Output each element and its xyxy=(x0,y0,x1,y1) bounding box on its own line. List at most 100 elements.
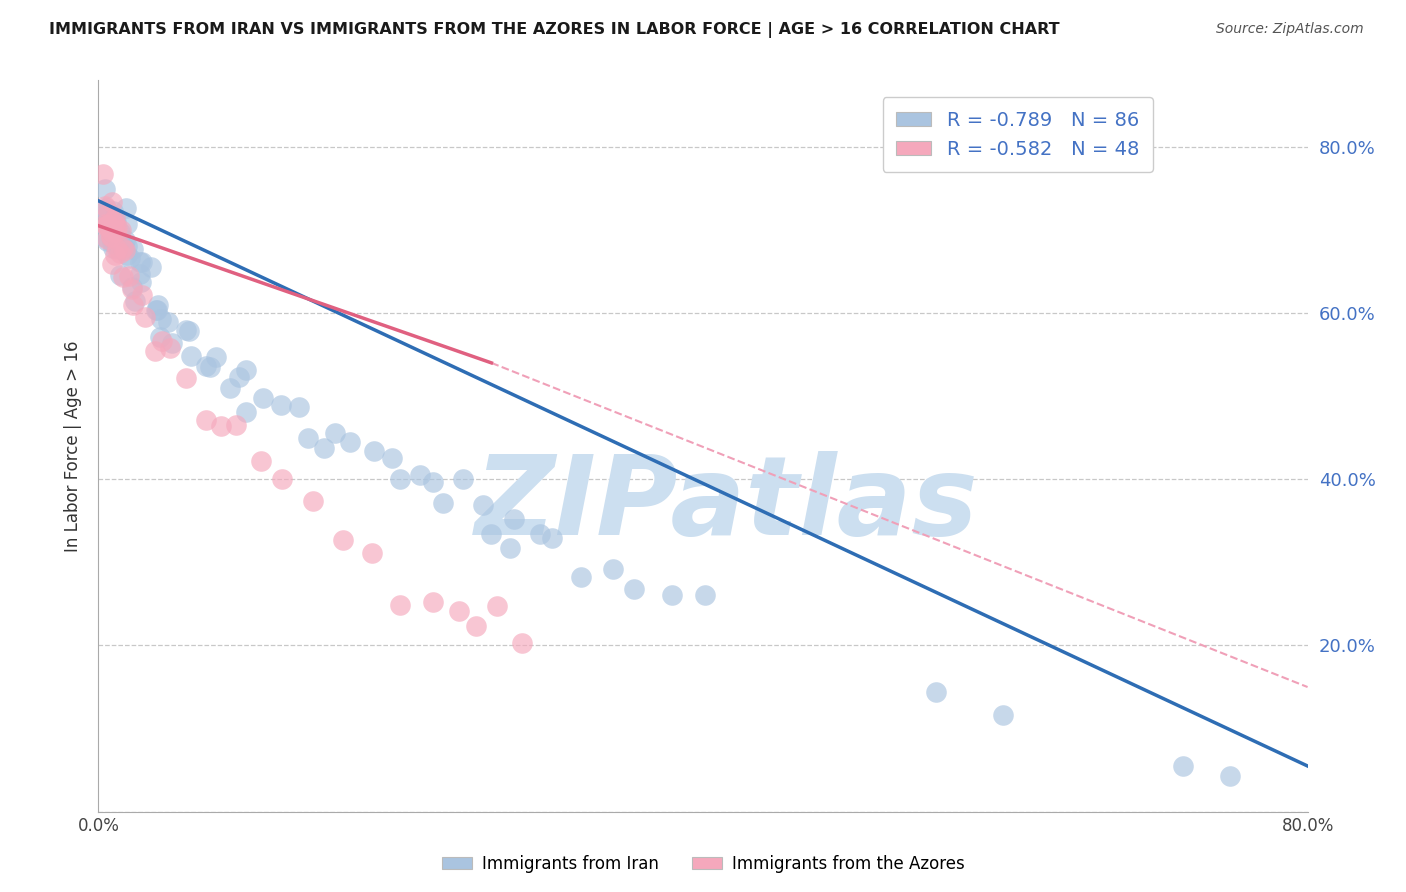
Point xyxy=(104,214,127,228)
Point xyxy=(101,257,124,271)
Point xyxy=(105,230,128,244)
Point xyxy=(104,225,127,239)
Point xyxy=(1171,759,1194,773)
Point xyxy=(150,334,173,349)
Point xyxy=(270,398,292,412)
Point xyxy=(105,221,128,235)
Point xyxy=(149,329,172,343)
Point xyxy=(98,207,121,221)
Point xyxy=(422,595,444,609)
Point xyxy=(472,498,495,512)
Point xyxy=(174,370,197,384)
Point xyxy=(991,707,1014,722)
Point xyxy=(118,251,141,265)
Point xyxy=(225,418,247,433)
Point xyxy=(925,685,948,699)
Point xyxy=(302,493,325,508)
Point xyxy=(104,211,127,226)
Point xyxy=(101,195,124,210)
Point xyxy=(131,255,153,269)
Point xyxy=(121,280,143,294)
Point xyxy=(94,217,117,231)
Point xyxy=(114,244,136,258)
Point xyxy=(288,400,311,414)
Point xyxy=(177,324,200,338)
Point xyxy=(100,230,122,244)
Point xyxy=(96,234,118,248)
Point xyxy=(194,359,217,373)
Point xyxy=(529,527,551,541)
Point xyxy=(314,441,336,455)
Point xyxy=(101,204,124,219)
Point xyxy=(103,214,125,228)
Point xyxy=(101,225,124,239)
Point xyxy=(569,570,592,584)
Point xyxy=(94,219,117,234)
Point xyxy=(129,267,152,281)
Point xyxy=(114,233,136,247)
Point xyxy=(110,245,132,260)
Point xyxy=(363,444,385,458)
Point xyxy=(422,475,444,490)
Point xyxy=(139,260,162,275)
Point xyxy=(108,268,131,282)
Point xyxy=(93,202,115,216)
Point xyxy=(115,201,138,215)
Point xyxy=(129,254,152,268)
Point xyxy=(121,297,143,311)
Point xyxy=(145,303,167,318)
Point xyxy=(361,546,384,560)
Point xyxy=(159,342,181,356)
Point xyxy=(176,323,198,337)
Point xyxy=(235,405,257,419)
Point xyxy=(117,217,139,231)
Point xyxy=(297,431,319,445)
Point xyxy=(97,218,120,232)
Legend: R = -0.789   N = 86, R = -0.582   N = 48: R = -0.789 N = 86, R = -0.582 N = 48 xyxy=(883,97,1153,172)
Point xyxy=(103,225,125,239)
Point xyxy=(218,381,240,395)
Point xyxy=(602,561,624,575)
Point xyxy=(110,223,132,237)
Point xyxy=(323,425,346,440)
Point xyxy=(101,223,124,237)
Point xyxy=(332,533,354,547)
Point xyxy=(409,467,432,482)
Point xyxy=(235,363,257,377)
Point xyxy=(110,236,132,251)
Point xyxy=(118,269,141,284)
Point xyxy=(105,243,128,257)
Point xyxy=(250,454,273,468)
Point xyxy=(94,182,117,196)
Text: IMMIGRANTS FROM IRAN VS IMMIGRANTS FROM THE AZORES IN LABOR FORCE | AGE > 16 COR: IMMIGRANTS FROM IRAN VS IMMIGRANTS FROM … xyxy=(49,22,1060,38)
Point xyxy=(148,298,170,312)
Point xyxy=(661,588,683,602)
Point xyxy=(499,541,522,555)
Point xyxy=(97,206,120,220)
Point xyxy=(122,242,145,256)
Point xyxy=(105,215,128,229)
Point xyxy=(97,204,120,219)
Point xyxy=(131,288,153,302)
Point xyxy=(432,496,454,510)
Point xyxy=(1219,769,1241,783)
Point xyxy=(693,588,716,602)
Point xyxy=(486,599,509,613)
Point xyxy=(96,232,118,246)
Point xyxy=(145,303,167,318)
Point xyxy=(228,369,250,384)
Point xyxy=(94,230,117,244)
Point xyxy=(149,312,172,326)
Point xyxy=(101,241,124,255)
Point xyxy=(117,239,139,253)
Text: Source: ZipAtlas.com: Source: ZipAtlas.com xyxy=(1216,22,1364,37)
Point xyxy=(270,472,292,486)
Point xyxy=(98,221,121,235)
Point xyxy=(94,199,117,213)
Point xyxy=(110,235,132,249)
Point xyxy=(111,269,134,284)
Point xyxy=(124,294,146,309)
Point xyxy=(134,310,156,325)
Point xyxy=(623,582,645,596)
Point xyxy=(194,412,217,426)
